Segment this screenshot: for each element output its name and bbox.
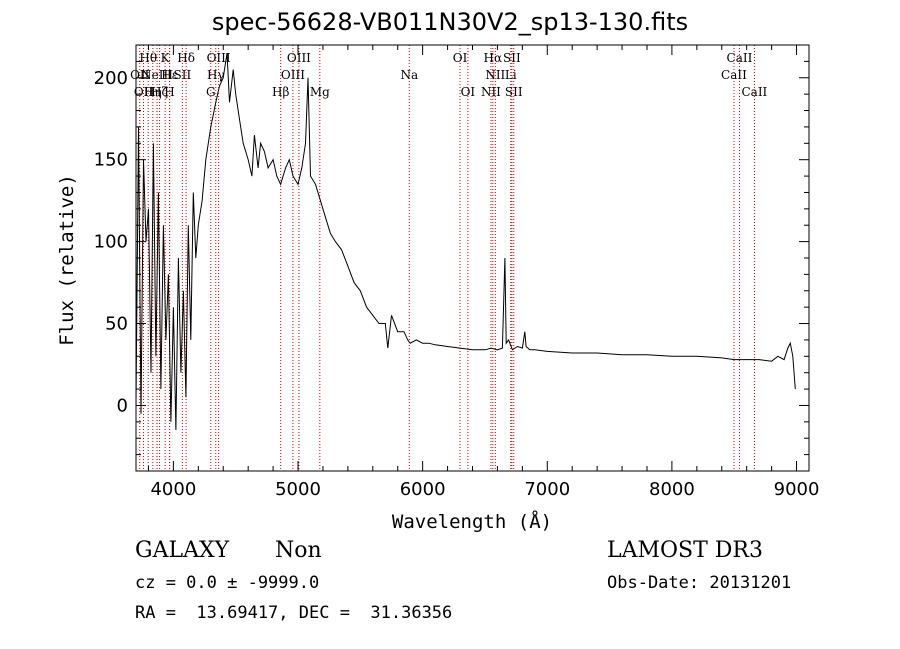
- x-axis-label: Wavelength (Å): [392, 510, 552, 533]
- emission-line-label: OI: [453, 51, 468, 65]
- emission-line-label: CaII: [727, 51, 753, 65]
- ra-dec-readout: RA = 13.69417, DEC = 31.36356: [135, 603, 453, 623]
- emission-line-label: H: [164, 85, 174, 99]
- object-class: GALAXY: [135, 538, 230, 563]
- emission-line-label: OII: [134, 85, 154, 99]
- emission-line-label: Mg: [310, 85, 330, 99]
- emission-line-label: CaII: [741, 85, 767, 99]
- emission-line-label: Hγ: [207, 68, 225, 82]
- x-tick-labels: 4000 5000 6000 7000 8000 9000: [150, 479, 819, 500]
- emission-line-label: NeIII: [141, 68, 173, 82]
- emission-line-label: OI: [461, 85, 476, 99]
- y-tick-label: 150: [94, 150, 128, 171]
- y-tick-label: 0: [117, 395, 128, 416]
- emission-line-labels: OIIOIIHθHηNeIIIHζKHHεSIIHδGHγOIIIHβOIIIO…: [130, 51, 767, 99]
- x-tick-label: 4000: [150, 479, 196, 500]
- emission-line-label: NII: [481, 85, 501, 99]
- emission-line-label: SII: [503, 51, 521, 65]
- x-tick-label: 7000: [524, 479, 570, 500]
- plot-frame: [135, 44, 810, 472]
- x-tick-label: 6000: [400, 479, 446, 500]
- emission-line-label: CaII: [721, 68, 747, 82]
- survey-name: LAMOST DR3: [607, 538, 763, 563]
- y-tick-label: 50: [105, 314, 128, 335]
- axis-ticks: [136, 44, 809, 472]
- emission-line-label: Na: [400, 68, 418, 82]
- emission-line-label: OII: [130, 68, 150, 82]
- emission-line-label: Hβ: [272, 85, 289, 99]
- emission-line-label: Hδ: [177, 51, 195, 65]
- x-tick-label: 5000: [275, 479, 321, 500]
- emission-line-label: Hζ: [151, 85, 168, 99]
- emission-line-label: OIII: [287, 51, 311, 65]
- x-tick-label: 9000: [774, 479, 820, 500]
- y-axis-label: Flux (relative): [56, 174, 78, 346]
- y-tick-labels: 0 50 100 150 200: [94, 68, 128, 417]
- emission-line-label: K: [161, 51, 171, 65]
- emission-line-label: Hθ: [139, 51, 157, 65]
- emission-line-label: Hη: [144, 85, 162, 99]
- emission-line-label: NII: [485, 68, 505, 82]
- chart-title: spec-56628-VB011N30V2_sp13-130.fits: [211, 8, 689, 36]
- obs-date: Obs-Date: 20131201: [607, 573, 792, 593]
- emission-line-label: OIII: [281, 68, 305, 82]
- emission-line-label: SII: [174, 68, 192, 82]
- y-tick-label: 100: [94, 232, 128, 253]
- x-tick-label: 8000: [649, 479, 695, 500]
- emission-line-markers: [139, 45, 755, 471]
- emission-line-label: Hα: [484, 51, 503, 65]
- y-tick-label: 200: [94, 68, 128, 89]
- emission-line-label: G: [206, 85, 216, 99]
- emission-line-label: SII: [505, 85, 523, 99]
- spectrum-line: [135, 53, 796, 431]
- emission-line-label: Li: [505, 68, 517, 82]
- emission-line-label: OIII: [207, 51, 231, 65]
- redshift-readout: cz = 0.0 ± -9999.0: [135, 573, 320, 593]
- object-subclass: Non: [275, 538, 322, 563]
- emission-line-label: Hε: [161, 68, 178, 82]
